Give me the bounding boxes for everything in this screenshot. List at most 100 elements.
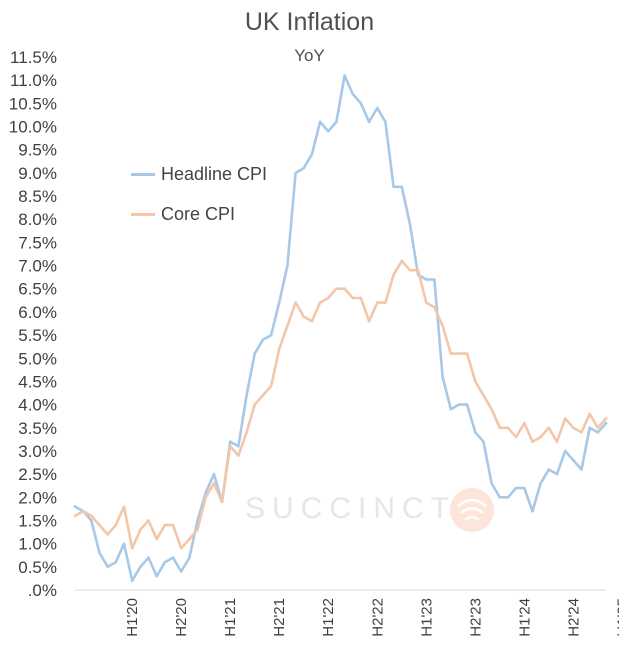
data-point-core — [539, 435, 542, 439]
data-point-core — [335, 287, 338, 291]
legend-label-headline: Headline CPI — [161, 164, 268, 184]
data-point-core — [596, 426, 600, 430]
data-point-core — [212, 482, 216, 485]
data-point-headline — [367, 120, 371, 124]
data-point-headline — [90, 519, 93, 522]
y-tick-label: 6.0% — [18, 303, 57, 322]
data-point-core — [106, 533, 109, 536]
data-point-headline — [171, 556, 175, 559]
y-tick-label: 0.5% — [18, 558, 57, 577]
data-point-headline — [212, 472, 216, 476]
data-point-core — [220, 500, 224, 504]
data-point-headline — [563, 449, 567, 453]
legend-swatch-headline — [131, 173, 155, 176]
data-point-core — [400, 259, 404, 263]
data-point-core — [130, 547, 134, 550]
data-point-headline — [106, 565, 109, 569]
data-point-core — [245, 431, 248, 434]
y-tick-label: 6.5% — [18, 280, 57, 299]
y-tick-label: 4.5% — [18, 372, 57, 391]
y-tick-label: 8.5% — [18, 187, 57, 206]
data-point-headline — [114, 560, 118, 564]
data-point-headline — [261, 338, 265, 342]
x-tick-label: H1'21 — [222, 598, 239, 637]
data-point-core — [163, 523, 167, 527]
data-point-headline — [506, 496, 510, 499]
data-point-core — [318, 301, 322, 304]
x-tick-label: H2'24 — [565, 598, 582, 637]
y-tick-label: .0% — [28, 581, 57, 600]
data-point-core — [204, 496, 207, 499]
data-point-headline — [457, 403, 461, 406]
x-tick-label: H2'20 — [173, 598, 190, 637]
y-tick-label: 7.0% — [18, 257, 57, 276]
data-point-core — [261, 394, 265, 397]
data-point-headline — [425, 278, 428, 281]
data-point-headline — [482, 440, 485, 444]
data-point-headline — [335, 120, 338, 124]
data-point-headline — [98, 551, 101, 555]
y-tick-label: 4.0% — [18, 396, 57, 415]
watermark-logo: SUCCINCT — [245, 488, 494, 532]
data-point-headline — [326, 129, 330, 133]
data-point-headline — [539, 482, 542, 485]
data-point-headline — [441, 375, 444, 379]
data-point-headline — [474, 431, 477, 434]
data-point-core — [359, 296, 363, 300]
data-point-headline — [408, 222, 412, 226]
data-point-core — [441, 324, 444, 328]
chart-title: UK Inflation — [244, 8, 375, 36]
data-point-core — [604, 417, 608, 420]
data-point-core — [90, 514, 93, 518]
data-point-core — [490, 407, 493, 411]
data-point-headline — [147, 556, 150, 559]
data-point-core — [376, 301, 379, 304]
data-point-headline — [433, 278, 436, 281]
data-point-core — [425, 301, 428, 304]
data-point-core — [514, 435, 518, 439]
data-point-core — [547, 426, 551, 430]
legend-label-core: Core CPI — [161, 204, 236, 224]
data-point-headline — [139, 565, 142, 569]
data-point-core — [343, 287, 346, 291]
data-point-headline — [155, 574, 158, 578]
watermark-icon-arc — [457, 498, 487, 521]
data-point-core — [474, 380, 477, 383]
data-point-headline — [228, 440, 232, 444]
series-line-headline-cpi — [73, 74, 608, 583]
data-point-headline — [376, 106, 379, 110]
data-point-core — [155, 537, 158, 541]
data-point-headline — [122, 542, 126, 545]
data-point-core — [73, 514, 77, 518]
data-point-core — [253, 403, 256, 406]
data-point-headline — [269, 333, 273, 337]
data-point-headline — [196, 519, 199, 522]
data-point-core — [555, 440, 559, 444]
data-point-core — [310, 319, 314, 323]
data-point-core — [384, 301, 387, 304]
data-point-headline — [359, 102, 363, 105]
data-point-headline — [596, 431, 600, 434]
data-point-core — [171, 523, 175, 527]
data-point-core — [196, 528, 199, 531]
data-point-core — [326, 296, 330, 300]
data-point-headline — [302, 166, 306, 170]
x-tick-label: H1'20 — [124, 598, 141, 637]
y-tick-label: 3.0% — [18, 442, 57, 461]
data-point-headline — [294, 171, 297, 175]
y-tick-label: 2.0% — [18, 488, 57, 507]
data-point-headline — [547, 468, 551, 471]
y-tick-label: 5.5% — [18, 326, 57, 345]
data-point-headline — [580, 468, 583, 471]
y-tick-label: 2.5% — [18, 465, 57, 484]
data-point-headline — [253, 352, 256, 355]
legend-item-core: Core CPI — [131, 204, 235, 225]
data-point-core — [237, 454, 240, 457]
data-point-core — [147, 519, 150, 522]
data-point-headline — [465, 403, 469, 406]
data-point-core — [482, 394, 485, 397]
data-point-headline — [286, 264, 289, 267]
data-point-headline — [498, 496, 502, 499]
y-axis: .0% 0.5% 1.0% 1.5% 2.0% 2.5% 3.0% 3.5% 4.0% 4.5% 5… — [9, 48, 57, 600]
